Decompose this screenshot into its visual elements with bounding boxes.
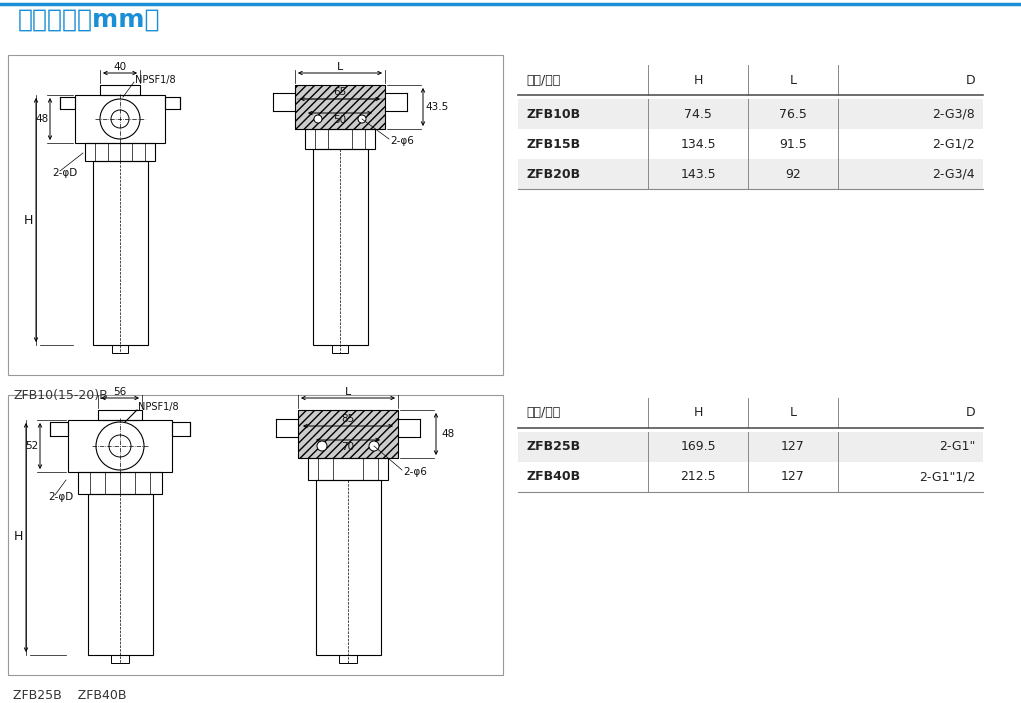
Text: 2-G1": 2-G1" xyxy=(938,441,975,453)
Text: 2-G3/8: 2-G3/8 xyxy=(932,108,975,120)
Bar xyxy=(295,85,385,129)
Circle shape xyxy=(369,441,379,451)
Bar xyxy=(78,472,162,494)
Bar xyxy=(518,159,983,189)
Bar xyxy=(518,432,983,462)
Bar xyxy=(8,55,503,375)
Text: 2-φD: 2-φD xyxy=(48,492,74,502)
Text: 40: 40 xyxy=(113,62,127,72)
Text: ZFB10B: ZFB10B xyxy=(526,108,580,120)
Text: L: L xyxy=(337,62,343,72)
Bar xyxy=(332,345,348,353)
Text: NPSF1/8: NPSF1/8 xyxy=(135,75,176,85)
Bar xyxy=(100,85,140,95)
Text: 型号/尺寸: 型号/尺寸 xyxy=(526,406,561,420)
Text: 76.5: 76.5 xyxy=(779,108,807,120)
Text: ZFB25B    ZFB40B: ZFB25B ZFB40B xyxy=(13,689,127,702)
Text: H: H xyxy=(693,406,702,420)
Bar xyxy=(518,99,983,129)
Bar xyxy=(60,97,75,109)
Bar xyxy=(298,410,398,458)
Text: 56: 56 xyxy=(113,387,127,397)
Text: 134.5: 134.5 xyxy=(680,138,716,150)
Text: 2-G1/2: 2-G1/2 xyxy=(932,138,975,150)
Text: 2-φ6: 2-φ6 xyxy=(403,467,427,477)
Text: ZFB25B: ZFB25B xyxy=(526,441,580,453)
Text: 2-φD: 2-φD xyxy=(52,168,78,178)
Text: ZFB40B: ZFB40B xyxy=(526,470,580,484)
Text: NPSF1/8: NPSF1/8 xyxy=(138,402,179,412)
Text: 2-G1"1/2: 2-G1"1/2 xyxy=(919,470,975,484)
Bar xyxy=(298,410,398,458)
Bar xyxy=(68,420,172,472)
Text: 50: 50 xyxy=(334,115,346,125)
Text: 43.5: 43.5 xyxy=(426,102,448,112)
Text: 70: 70 xyxy=(341,442,354,452)
Text: D: D xyxy=(966,406,975,420)
Bar xyxy=(50,422,68,436)
Text: 127: 127 xyxy=(781,470,805,484)
Text: 91.5: 91.5 xyxy=(779,138,807,150)
Text: 48: 48 xyxy=(441,429,454,439)
Bar xyxy=(313,149,368,345)
Bar xyxy=(317,480,381,655)
Circle shape xyxy=(358,115,366,123)
Bar xyxy=(98,410,142,420)
Bar xyxy=(85,143,155,161)
Text: ZFB10(15-20)B: ZFB10(15-20)B xyxy=(13,389,108,402)
Circle shape xyxy=(317,441,327,451)
Text: 92: 92 xyxy=(785,167,800,181)
Text: 48: 48 xyxy=(36,114,49,124)
Bar xyxy=(295,85,385,129)
Circle shape xyxy=(314,115,322,123)
Text: ZFB20B: ZFB20B xyxy=(526,167,580,181)
Bar xyxy=(93,161,148,345)
Text: 169.5: 169.5 xyxy=(680,441,716,453)
Bar xyxy=(165,97,180,109)
Text: H: H xyxy=(693,74,702,86)
Bar xyxy=(308,458,388,480)
Text: 143.5: 143.5 xyxy=(680,167,716,181)
Bar xyxy=(112,345,128,353)
Text: L: L xyxy=(789,406,796,420)
Bar xyxy=(305,129,375,149)
Text: L: L xyxy=(789,74,796,86)
Bar xyxy=(88,494,153,655)
Text: 65: 65 xyxy=(334,87,346,97)
Text: 52: 52 xyxy=(26,441,39,451)
Bar xyxy=(518,462,983,492)
Text: 尺寸规格（mm）: 尺寸规格（mm） xyxy=(18,8,160,32)
Text: 85: 85 xyxy=(341,414,354,424)
Bar xyxy=(75,95,165,143)
Bar xyxy=(339,655,357,663)
Text: 2-φ6: 2-φ6 xyxy=(390,136,414,146)
Text: 型号/尺寸: 型号/尺寸 xyxy=(526,74,561,86)
Text: L: L xyxy=(345,387,351,397)
Text: 212.5: 212.5 xyxy=(680,470,716,484)
Bar xyxy=(518,129,983,159)
Text: 2-G3/4: 2-G3/4 xyxy=(932,167,975,181)
Bar xyxy=(8,395,503,675)
Text: 127: 127 xyxy=(781,441,805,453)
Bar xyxy=(172,422,190,436)
Text: D: D xyxy=(966,74,975,86)
Bar xyxy=(111,655,129,663)
Text: H: H xyxy=(13,531,22,543)
Text: 74.5: 74.5 xyxy=(684,108,712,120)
Text: H: H xyxy=(23,214,33,226)
Text: ZFB15B: ZFB15B xyxy=(526,138,580,150)
